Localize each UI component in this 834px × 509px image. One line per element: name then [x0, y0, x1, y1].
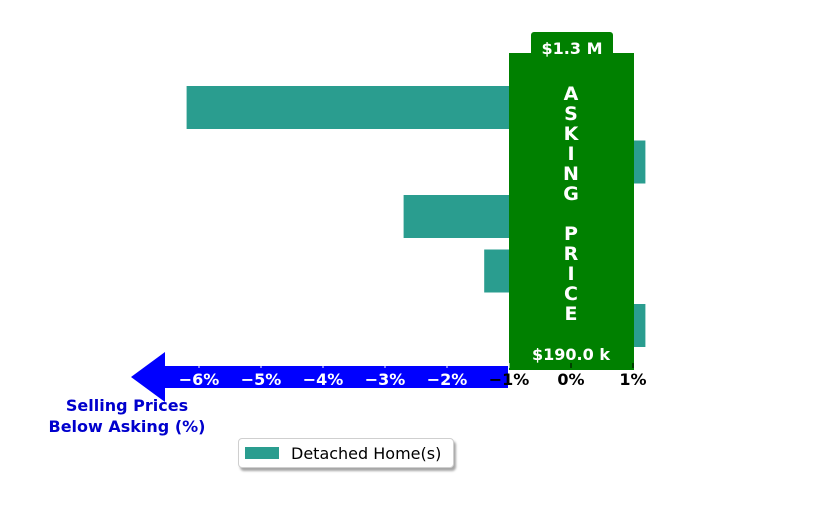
asking-band-rect: [509, 53, 634, 370]
x-axis-ticks: −6% −5% −4% −3% −2% −1% 0% 1%: [179, 363, 647, 389]
bar: [186, 86, 571, 129]
top-price-label: $1.3 M: [542, 39, 603, 58]
legend-label: Detached Home(s): [291, 443, 442, 463]
legend: Detached Home(s): [238, 438, 454, 468]
top-price-box: [531, 32, 613, 62]
x-tick-label: −2%: [427, 370, 468, 389]
bottom-price-label: $190.0 k: [532, 345, 610, 364]
x-tick-label: −5%: [241, 370, 282, 389]
x-tick-label: 1%: [619, 370, 646, 389]
x-tick-label: −6%: [179, 370, 220, 389]
x-tick-label: −3%: [365, 370, 406, 389]
bottom-price-box: [520, 340, 622, 370]
x-axis-label: Selling Prices Below Asking (%): [49, 396, 206, 436]
legend-swatch: [245, 447, 279, 459]
x-tick-label: −4%: [303, 370, 344, 389]
x-tick-label: −1%: [489, 370, 530, 389]
direction-arrow: [131, 352, 508, 402]
x-tick-label: 0%: [557, 370, 584, 389]
left-arrow-icon: [131, 352, 508, 402]
